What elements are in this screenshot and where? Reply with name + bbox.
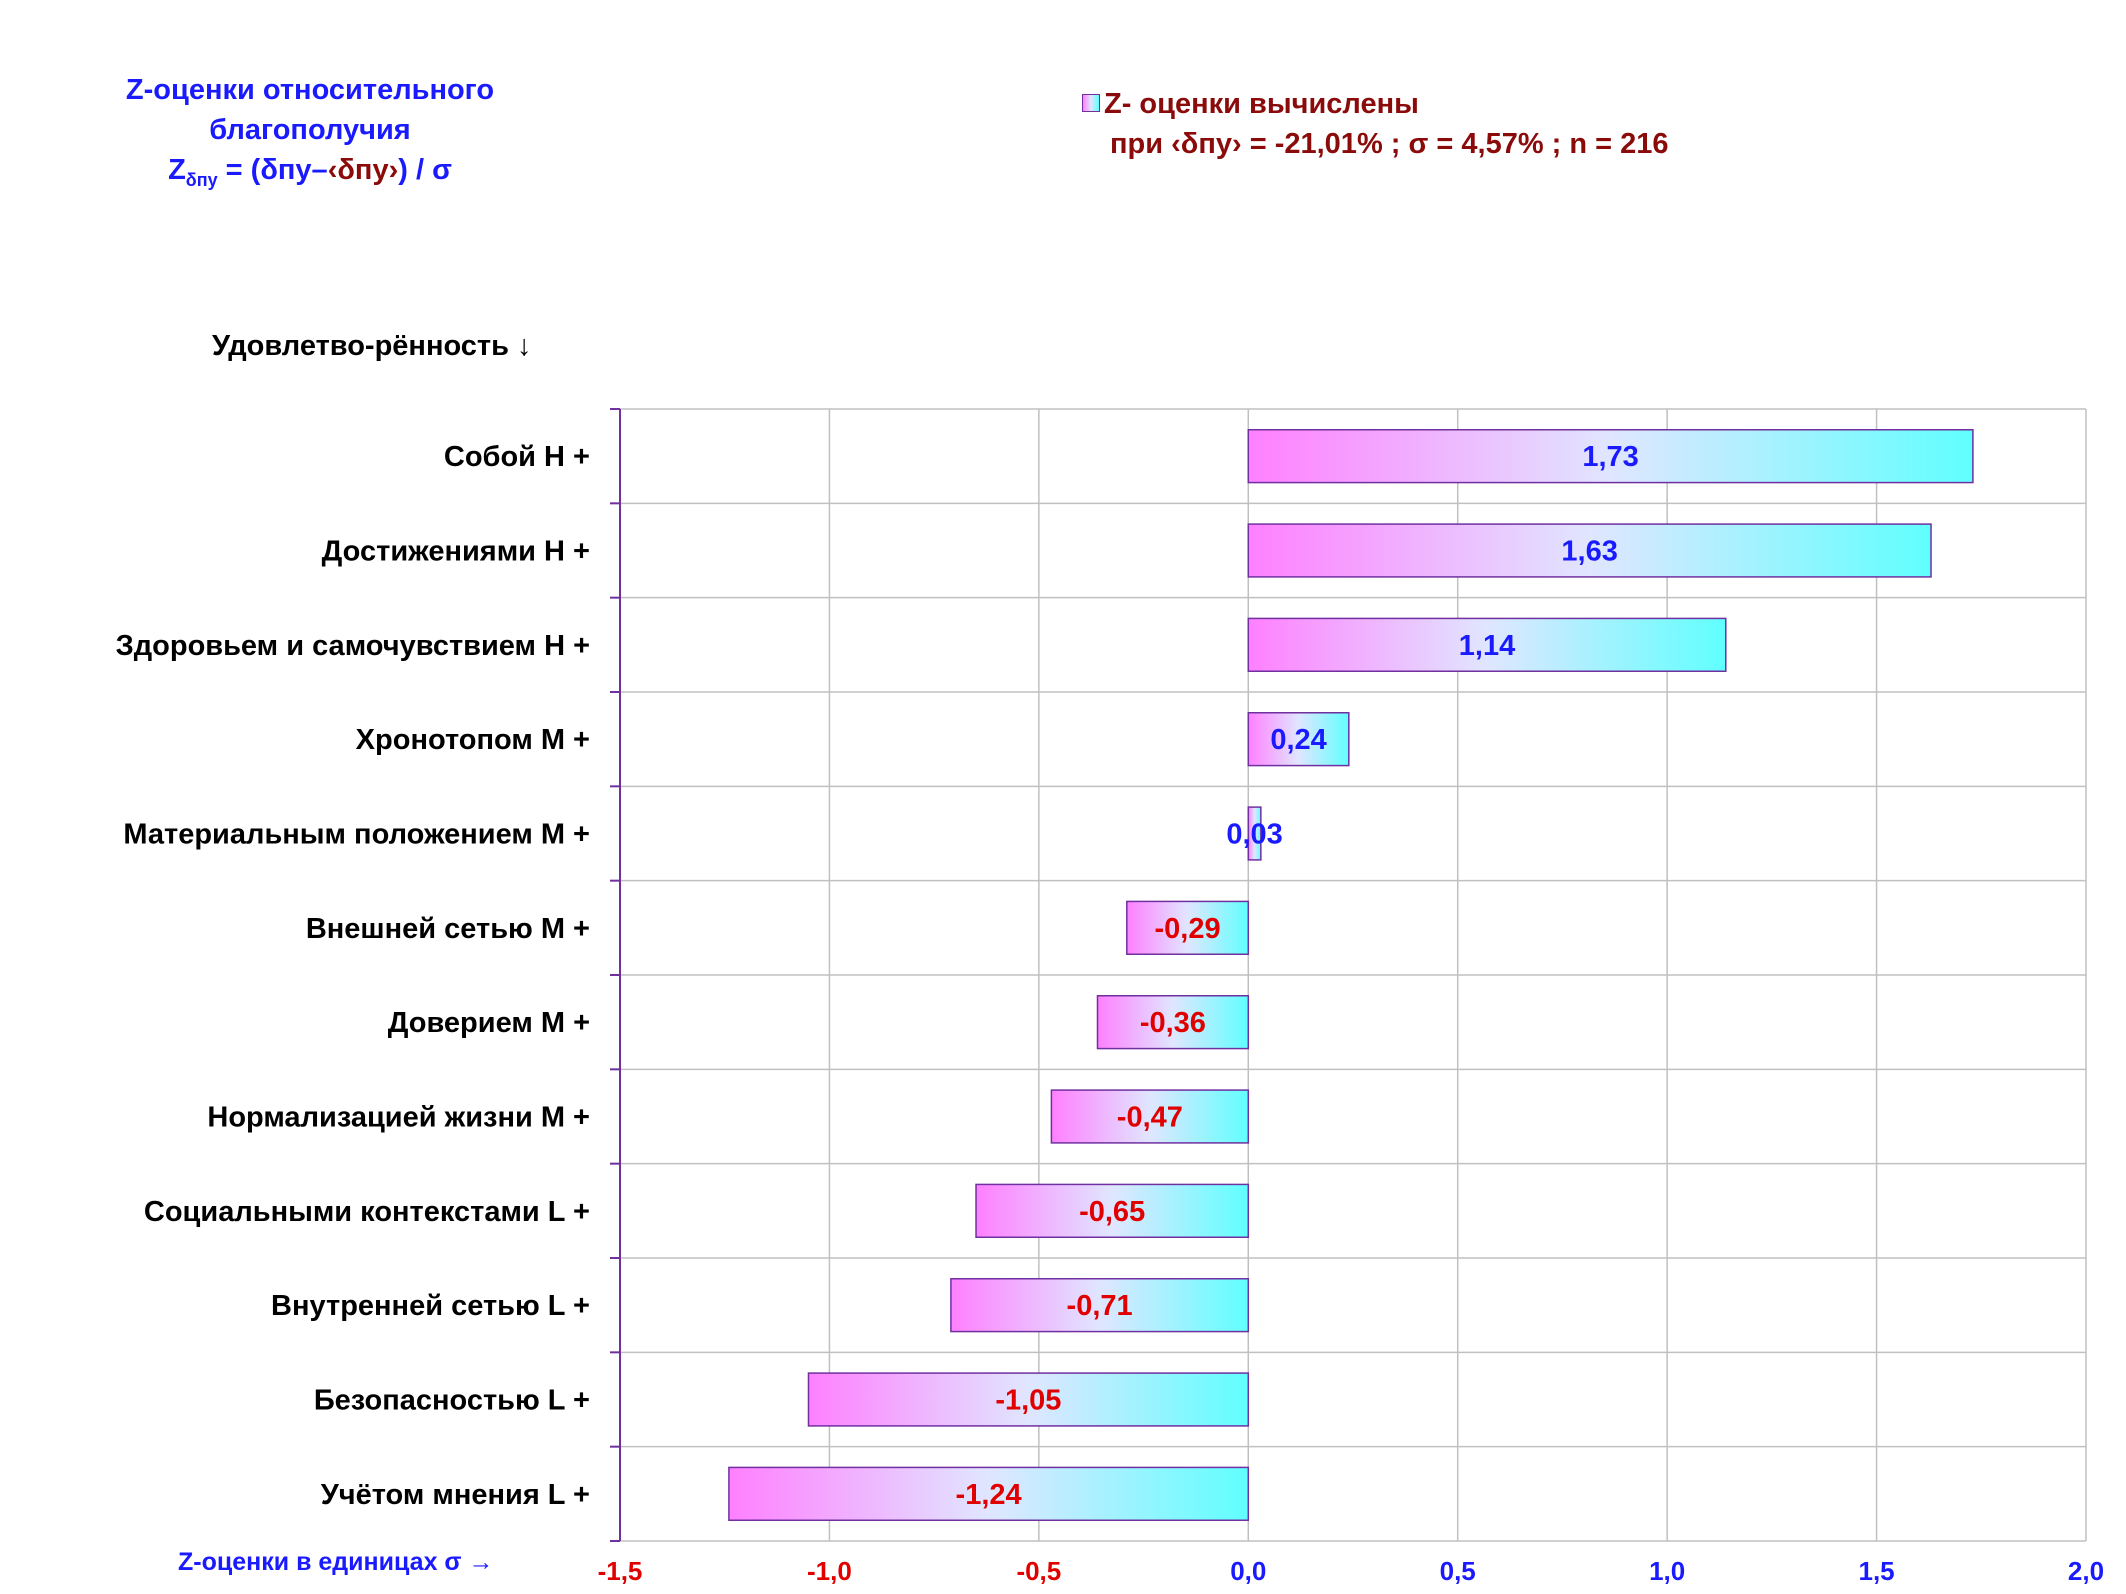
- category-label: Внешней сетью М +: [306, 913, 590, 945]
- category-label: Материальным положением М +: [123, 819, 590, 851]
- category-label: Достижениями Н +: [322, 536, 590, 568]
- bar-value-label: -1,05: [995, 1385, 1061, 1417]
- category-label: Доверием М +: [388, 1007, 590, 1039]
- category-label: Безопасностью L +: [314, 1385, 590, 1417]
- x-tick-label: -1,0: [807, 1556, 852, 1586]
- bar-value-label: 0,24: [1270, 724, 1326, 756]
- bar: [1247, 429, 1974, 484]
- chart-title: Z-оценки относительного благополучия Zδп…: [60, 70, 560, 200]
- formula-avg: ‹δпу›: [327, 154, 399, 186]
- bar: [1096, 995, 1250, 1050]
- bar: [807, 1372, 1250, 1427]
- x-tick-label: 0,0: [1230, 1556, 1266, 1586]
- bar: [1247, 712, 1350, 767]
- x-tick-label: 0,5: [1440, 1556, 1476, 1586]
- x-tick-label: -0,5: [1016, 1556, 1061, 1586]
- x-tick-label: 1,5: [1858, 1556, 1894, 1586]
- bar: [975, 1183, 1250, 1238]
- category-label: Социальными контекстами L +: [144, 1196, 590, 1228]
- category-label: Внутренней сетью L +: [271, 1290, 590, 1322]
- x-tick-label: -1,5: [598, 1556, 643, 1586]
- category-label: Собой Н +: [444, 441, 590, 473]
- legend-swatch: [1082, 94, 1100, 112]
- bars: [728, 429, 1974, 1521]
- labels: -1,5 -1,0 -0,5 0,0 0,5 1,0 1,5 2,0 1,73 Собой Н +…: [116, 441, 2105, 1586]
- category-label: Нормализацией жизни М +: [207, 1102, 590, 1134]
- bar-value-label: -0,65: [1079, 1196, 1145, 1228]
- y-axis-title: Удовлетво-рённость ↓: [212, 330, 532, 362]
- legend-stats: при ‹δпу› = -21,01% ; σ = 4,57% ; n = 21…: [1110, 128, 1669, 160]
- bar-value-label: -1,24: [956, 1479, 1022, 1511]
- category-label: Здоровьем и самочувствием Н +: [116, 630, 590, 662]
- bar-value-label: 1,63: [1561, 536, 1617, 568]
- bar: [1126, 900, 1250, 955]
- bar: [950, 1278, 1250, 1333]
- formula-eq: = (δпу–: [217, 154, 328, 186]
- formula-z: Z: [168, 154, 186, 186]
- bar: [1050, 1089, 1250, 1144]
- bar-value-label: -0,36: [1140, 1007, 1206, 1039]
- formula-subscript: δпу: [185, 170, 218, 190]
- legend-series-label: Z- оценки вычислены: [1104, 88, 1419, 120]
- bar-value-label: 0,03: [1226, 819, 1282, 851]
- category-label: Учётом мнения L +: [321, 1479, 590, 1511]
- bar: [1247, 617, 1727, 672]
- chart-title-formula: Zδпу = (δпу–‹δпу›) / σ: [60, 150, 560, 200]
- bar-value-label: -0,47: [1117, 1102, 1183, 1134]
- chart-title-line1: Z-оценки относительного: [125, 74, 495, 106]
- x-tick-label: 1,0: [1649, 1556, 1685, 1586]
- x-axis-title: Z-оценки в единицах σ →: [178, 1548, 494, 1576]
- grid-lines: [610, 408, 2087, 1542]
- category-label: Хронотопом М +: [356, 724, 590, 756]
- bar: [1247, 806, 1262, 861]
- chart-title-line2: благополучия: [209, 114, 411, 146]
- legend: Z- оценки вычислены при ‹δпу› = -21,01% …: [1082, 84, 1669, 164]
- bar-value-label: -0,29: [1154, 913, 1220, 945]
- x-tick-label: 2,0: [2068, 1556, 2104, 1586]
- bar: [728, 1466, 1250, 1521]
- bar-value-label: -0,71: [1067, 1290, 1133, 1322]
- bar-value-label: 1,14: [1459, 630, 1515, 662]
- formula-tail: ) / σ: [398, 154, 452, 186]
- bar: [1247, 523, 1932, 578]
- bar-value-label: 1,73: [1582, 441, 1638, 473]
